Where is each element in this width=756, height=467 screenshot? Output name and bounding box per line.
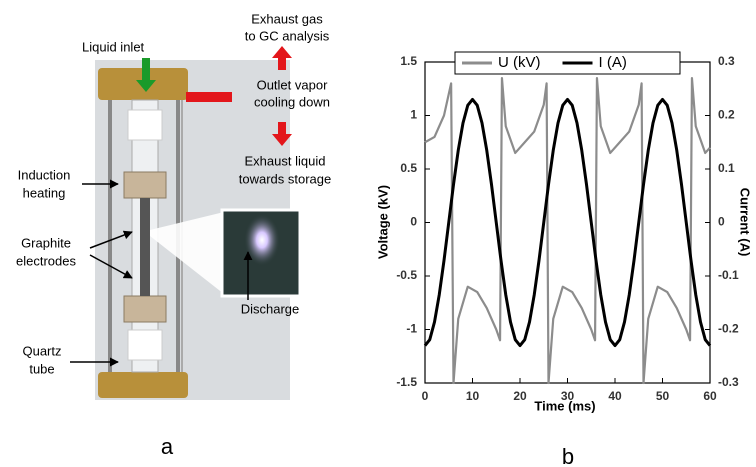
label: Exhaust gas xyxy=(251,11,323,26)
series-line xyxy=(424,76,711,385)
y2-axis-label: Current (A) xyxy=(738,188,753,257)
y-tick-label: 1.5 xyxy=(400,54,417,68)
y2-tick-label: 0.2 xyxy=(718,108,735,122)
x-tick-label: 30 xyxy=(561,389,575,403)
label: Discharge xyxy=(241,301,300,316)
reactor-photo xyxy=(95,60,302,400)
label: tube xyxy=(29,361,54,376)
y-tick-label: -0.5 xyxy=(396,268,417,282)
y2-tick-label: -0.3 xyxy=(718,375,739,389)
x-tick-label: 10 xyxy=(466,389,480,403)
label: Exhaust liquid xyxy=(245,153,326,168)
label: Liquid inlet xyxy=(82,39,145,54)
legend-label: I (A) xyxy=(599,54,627,71)
label: Graphite xyxy=(21,235,71,250)
y-tick-label: 0.5 xyxy=(400,161,417,175)
label: electrodes xyxy=(16,253,76,268)
y-axis-label: Voltage (kV) xyxy=(375,185,390,259)
y2-tick-label: 0.3 xyxy=(718,54,735,68)
x-tick-label: 60 xyxy=(703,389,717,403)
y-tick-label: 1 xyxy=(410,108,417,122)
panel-label: b xyxy=(562,444,574,467)
y-tick-label: -1 xyxy=(406,322,417,336)
label: Quartz xyxy=(22,343,61,358)
label: Outlet vapor xyxy=(257,77,328,92)
x-tick-label: 20 xyxy=(513,389,527,403)
x-tick-label: 50 xyxy=(656,389,670,403)
label: heating xyxy=(23,185,66,200)
label: to GC analysis xyxy=(245,28,330,43)
y2-tick-label: -0.1 xyxy=(718,268,739,282)
label: towards storage xyxy=(239,171,332,186)
legend-label: U (kV) xyxy=(498,54,541,71)
y2-tick-label: -0.2 xyxy=(718,322,739,336)
y2-tick-label: 0 xyxy=(718,215,725,229)
x-tick-label: 40 xyxy=(608,389,622,403)
x-axis-label: Time (ms) xyxy=(534,398,595,413)
label: cooling down xyxy=(254,94,330,109)
x-tick-label: 0 xyxy=(422,389,429,403)
annotation-arrows xyxy=(70,46,292,367)
label: Induction xyxy=(18,167,71,182)
panel-label: a xyxy=(161,434,174,459)
y2-tick-label: 0.1 xyxy=(718,161,735,175)
y-tick-label: -1.5 xyxy=(396,375,417,389)
series-line xyxy=(423,97,712,348)
y-tick-label: 0 xyxy=(410,215,417,229)
